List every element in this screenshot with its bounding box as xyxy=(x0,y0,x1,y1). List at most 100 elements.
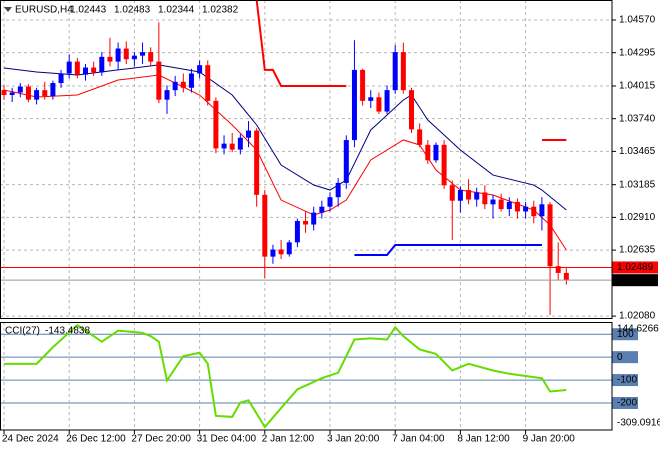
candle-body xyxy=(547,204,553,267)
candle-body xyxy=(563,272,569,281)
x-tick-label: 8 Jan 12:00 xyxy=(457,434,510,445)
y-tick-label: 1.02635 xyxy=(619,245,656,256)
indicator-line xyxy=(4,323,567,429)
candle-body xyxy=(360,69,366,101)
candle-body xyxy=(74,61,80,75)
indicator-frame xyxy=(0,322,613,431)
x-tick-label: 2 Jan 12:00 xyxy=(262,434,315,445)
price-frame xyxy=(0,0,613,319)
candle-body xyxy=(221,143,227,149)
y-tick-label: 1.02080 xyxy=(619,311,656,322)
candle-body xyxy=(17,86,23,93)
x-tick-label: 7 Jan 04:00 xyxy=(392,434,445,445)
candle-body xyxy=(180,81,186,88)
candle-body xyxy=(351,69,357,141)
candle-body xyxy=(188,73,194,88)
y-tick-label: 1.03185 xyxy=(619,179,656,190)
candle-body xyxy=(1,90,7,96)
x-tick-label: 26 Dec 12:00 xyxy=(66,434,126,445)
candle-body xyxy=(555,266,561,273)
candle-body xyxy=(115,48,121,62)
y-tick-label: 1.03740 xyxy=(619,113,656,124)
symbol: EURUSD,H4 xyxy=(15,5,73,16)
x-tick-label: 24 Dec 2024 xyxy=(2,434,59,445)
candle-body xyxy=(474,192,480,200)
candle-body xyxy=(83,67,88,75)
indicator-name: CCI(27) xyxy=(5,326,40,337)
price-plot xyxy=(0,0,612,318)
candle-body xyxy=(197,65,203,74)
candle-body xyxy=(148,52,154,62)
bid-label-box xyxy=(612,274,658,287)
ohlc-low: 1.02344 xyxy=(158,5,195,16)
overlay-line xyxy=(255,0,347,87)
candle-body xyxy=(482,192,488,205)
candle-body xyxy=(99,56,105,73)
x-tick-label: 27 Dec 20:00 xyxy=(131,434,191,445)
level-label-box xyxy=(612,396,638,409)
candle-body xyxy=(384,90,390,112)
candle-body xyxy=(123,48,129,60)
symbol-icon xyxy=(4,7,12,12)
candle-body xyxy=(506,201,512,210)
candle-body xyxy=(25,86,31,100)
ohlc-close: 1.02382 xyxy=(202,5,239,16)
x-tick-label: 9 Jan 20:00 xyxy=(523,434,576,445)
ohlc-high: 1.02483 xyxy=(114,5,151,16)
candle-body xyxy=(286,242,292,255)
indicator-value: -143.4838 xyxy=(45,326,90,337)
candle-body xyxy=(441,144,447,186)
y2-tick-label: -200 xyxy=(617,398,637,409)
candle-body xyxy=(417,129,423,145)
candle-body xyxy=(254,130,260,195)
y2-tick-label: -100 xyxy=(617,375,637,386)
candle-body xyxy=(140,52,146,56)
candle-body xyxy=(335,182,341,198)
candle-body xyxy=(270,249,276,257)
candle-body xyxy=(294,220,300,243)
overlay-line xyxy=(3,64,567,211)
candle-body xyxy=(466,190,472,200)
candle-body xyxy=(303,220,309,225)
candle-body xyxy=(449,185,455,201)
candle-body xyxy=(107,56,113,62)
candle-body xyxy=(490,199,496,205)
candle-body xyxy=(376,97,382,112)
level-label-box xyxy=(612,351,638,364)
indicator-max-label: 144.6266 xyxy=(617,324,659,335)
candle-body xyxy=(457,190,463,201)
candle-body xyxy=(343,140,349,183)
candle-body xyxy=(9,92,15,96)
candle-body xyxy=(246,130,251,138)
y-tick-label: 1.04295 xyxy=(619,47,656,58)
candle-body xyxy=(392,52,398,91)
y-tick-label: 1.04570 xyxy=(619,15,656,26)
candle-body xyxy=(50,83,56,97)
y-tick-label: 1.03465 xyxy=(619,146,656,157)
x-tick-label: 31 Dec 04:00 xyxy=(197,434,257,445)
y-tick-label: 1.02910 xyxy=(619,212,656,223)
x-tick-label: 3 Jan 20:00 xyxy=(327,434,380,445)
candle-body xyxy=(498,199,504,210)
indicator-min-label: -309.0916 xyxy=(617,418,660,429)
candle-body xyxy=(368,97,374,101)
y2-tick-label: 100 xyxy=(617,329,634,340)
candle-body xyxy=(400,52,406,91)
y-tick-label: 1.04015 xyxy=(619,81,656,92)
candle-body xyxy=(523,206,529,212)
candle-body xyxy=(237,137,243,150)
candle-body xyxy=(213,100,219,149)
candle-body xyxy=(229,143,235,150)
candle-body xyxy=(131,55,137,60)
candle-body xyxy=(91,67,97,73)
candle-body xyxy=(34,90,40,100)
candle-body xyxy=(172,81,178,91)
candle-body xyxy=(514,201,520,212)
candle-body xyxy=(156,61,162,100)
indicator-plot xyxy=(0,322,612,430)
level-label-box xyxy=(612,328,638,341)
candle-body xyxy=(319,206,325,213)
overlay-line xyxy=(354,243,542,256)
axes: 1.04570 1.04295 1.04015 1.03740 1.03465 1.031… xyxy=(2,15,660,445)
